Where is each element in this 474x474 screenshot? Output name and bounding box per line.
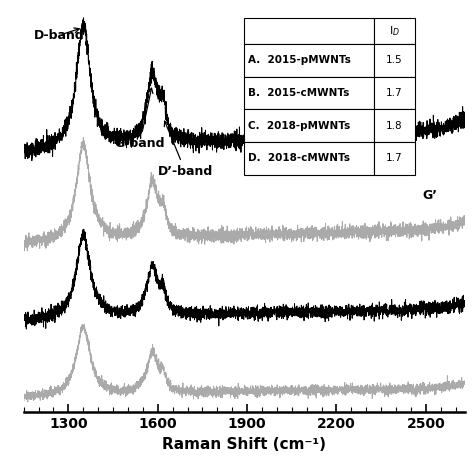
Text: 1.7: 1.7	[386, 88, 403, 98]
Bar	[244, 142, 374, 175]
Text: G’: G’	[423, 189, 438, 202]
Bar	[374, 142, 415, 175]
Text: D.  2018-cMWNTs: D. 2018-cMWNTs	[247, 154, 350, 164]
Text: 1.7: 1.7	[386, 154, 403, 164]
Bar	[374, 18, 415, 44]
Text: 1.5: 1.5	[386, 55, 403, 65]
X-axis label: Raman Shift (cm⁻¹): Raman Shift (cm⁻¹)	[162, 437, 326, 452]
Bar	[244, 109, 374, 142]
Text: C.  2018-pMWNTs: C. 2018-pMWNTs	[247, 121, 350, 131]
Text: D-band: D-band	[34, 28, 85, 42]
Text: I$_D$: I$_D$	[389, 24, 400, 38]
Bar	[374, 44, 415, 77]
Bar	[244, 44, 374, 77]
Text: 1.8: 1.8	[386, 121, 403, 131]
Text: B.  2015-cMWNTs: B. 2015-cMWNTs	[247, 88, 349, 98]
Bar	[244, 77, 374, 109]
Bar	[374, 109, 415, 142]
Bar	[244, 18, 374, 44]
Text: D’-band: D’-band	[158, 121, 213, 178]
Text: A.  2015-pMWNTs: A. 2015-pMWNTs	[247, 55, 350, 65]
Bar	[374, 77, 415, 109]
Text: G-band: G-band	[115, 88, 165, 150]
